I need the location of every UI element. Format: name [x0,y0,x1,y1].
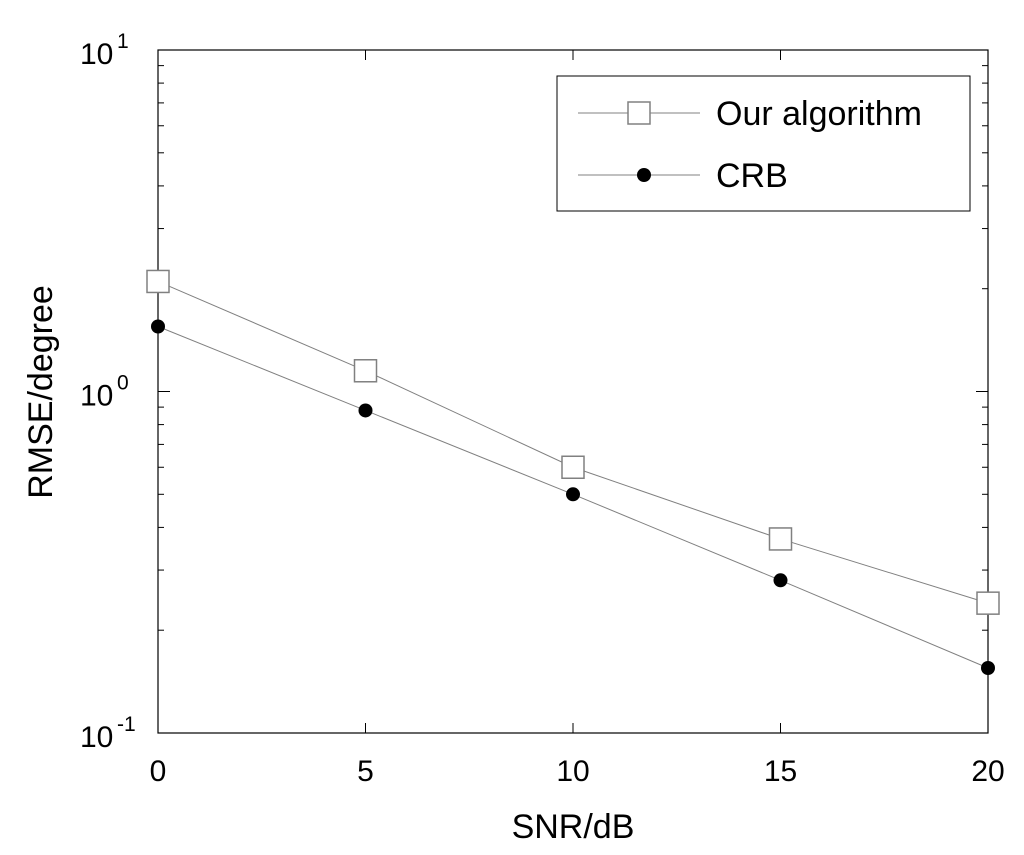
data-point-our-algorithm [768,527,793,551]
y-tick-label: 10 -1 [80,713,136,754]
legend-label-our-algorithm: Our algorithm [716,95,922,133]
data-point-our-algorithm [976,591,1000,615]
y-tick-exponent: -1 [117,713,136,736]
x-tick-label: 20 [971,755,1004,788]
legend-marker-crb [637,168,651,182]
data-point-crb [358,403,373,418]
y-tick-base: 10 [80,38,113,71]
legend: Our algorithm CRB [556,75,971,212]
data-point-our-algorithm [561,455,585,480]
x-tick-label: 15 [764,755,797,788]
data-point-crb [773,573,788,588]
y-axis-label: RMSE/degree [22,285,60,499]
y-tick-label: 10 1 [80,30,129,71]
y-tick-base: 10 [80,380,113,413]
x-tick-label: 5 [357,755,374,788]
legend-box [556,75,971,212]
data-point-crb [981,661,995,676]
data-point-our-algorithm [146,269,170,294]
y-tick-exponent: 1 [117,30,129,53]
y-tick-base: 10 [80,721,113,754]
data-point-crb [151,319,165,334]
legend-marker-our-algorithm [627,101,651,125]
y-tick-label: 10 0 [80,372,129,413]
data-point-our-algorithm [353,359,378,383]
x-axis-label: SNR/dB [512,808,635,846]
x-axis-ticks: 0 5 10 15 20 [150,50,1005,788]
x-tick-label: 0 [150,755,167,788]
series-layer [146,269,1000,676]
x-tick-label: 10 [556,755,589,788]
data-point-crb [566,487,580,502]
legend-label-crb: CRB [716,157,788,195]
y-tick-exponent: 0 [117,372,129,395]
series-line-our-algorithm [157,281,989,604]
